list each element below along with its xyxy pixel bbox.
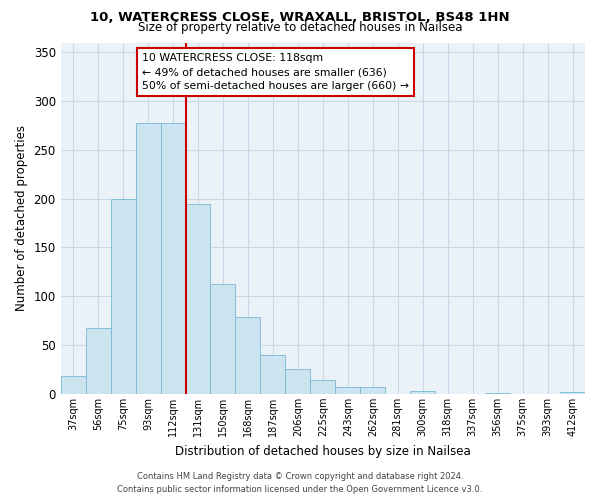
Text: Size of property relative to detached houses in Nailsea: Size of property relative to detached ho…	[138, 22, 462, 35]
Bar	[235, 317, 260, 394]
Text: 10 WATERCRESS CLOSE: 118sqm
← 49% of detached houses are smaller (636)
50% of se: 10 WATERCRESS CLOSE: 118sqm ← 49% of det…	[142, 53, 409, 91]
Bar	[161, 122, 185, 394]
Bar	[110, 198, 136, 394]
Bar	[260, 355, 286, 394]
X-axis label: Distribution of detached houses by size in Nailsea: Distribution of detached houses by size …	[175, 444, 471, 458]
Y-axis label: Number of detached properties: Number of detached properties	[15, 125, 28, 311]
Bar	[360, 387, 385, 394]
Text: Contains HM Land Registry data © Crown copyright and database right 2024.
Contai: Contains HM Land Registry data © Crown c…	[118, 472, 482, 494]
Text: 10, WATERCRESS CLOSE, WRAXALL, BRISTOL, BS48 1HN: 10, WATERCRESS CLOSE, WRAXALL, BRISTOL, …	[90, 11, 510, 24]
Bar	[560, 392, 585, 394]
Bar	[61, 376, 86, 394]
Bar	[410, 391, 435, 394]
Bar	[211, 284, 235, 394]
Bar	[286, 370, 310, 394]
Bar	[310, 380, 335, 394]
Bar	[86, 328, 110, 394]
Bar	[335, 387, 360, 394]
Bar	[136, 122, 161, 394]
Bar	[485, 393, 510, 394]
Bar	[185, 204, 211, 394]
